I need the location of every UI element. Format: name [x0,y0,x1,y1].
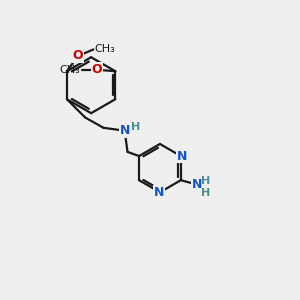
Text: N: N [176,149,187,163]
Text: N: N [119,124,130,137]
Text: N: N [154,186,164,199]
Text: N: N [192,178,202,191]
Text: O: O [73,50,83,62]
Text: H: H [201,176,211,186]
Text: O: O [92,63,102,76]
Text: CH₃: CH₃ [59,65,80,75]
Text: H: H [201,188,211,198]
Text: H: H [131,122,140,132]
Text: CH₃: CH₃ [95,44,116,54]
